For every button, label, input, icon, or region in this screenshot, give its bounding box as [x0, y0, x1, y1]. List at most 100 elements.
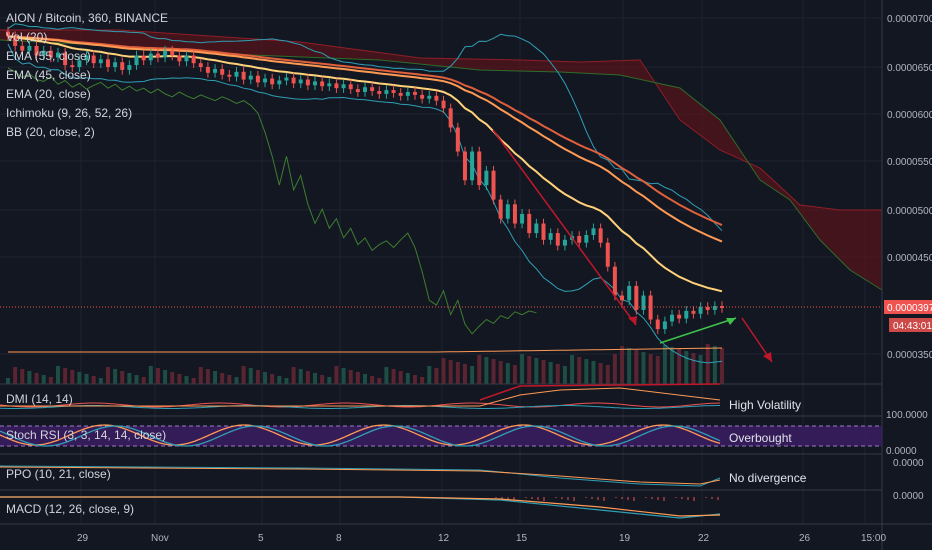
volume-bar	[462, 364, 467, 384]
legend-ichimoku[interactable]: Ichimoku (9, 26, 52, 26)	[6, 106, 132, 120]
time-tick: 15	[516, 533, 528, 544]
time-tick: Nov	[151, 533, 169, 544]
candle-body	[105, 59, 110, 68]
volume-bar	[620, 346, 625, 384]
candle-body	[113, 62, 118, 68]
volume-bar	[548, 362, 553, 384]
volume-bar	[184, 376, 189, 384]
volume-bar	[562, 366, 567, 384]
volume-bar	[270, 374, 275, 384]
volume-bar	[534, 358, 539, 384]
candle-body	[20, 45, 25, 51]
legend-ema55[interactable]: EMA (55, close)	[6, 49, 91, 63]
candle-body	[284, 77, 289, 81]
volume-bar	[234, 377, 239, 384]
volume-bar	[334, 366, 339, 384]
macd-label[interactable]: MACD (12, 26, close, 9)	[6, 502, 134, 516]
legend[interactable]: AION / Bitcoin, 360, BINANCE Vol (20) EM…	[6, 11, 168, 139]
volume-bar	[627, 348, 632, 384]
candle-body	[148, 53, 153, 61]
legend-ema20[interactable]: EMA (20, close)	[6, 87, 91, 101]
legend-ema45[interactable]: EMA (45, close)	[6, 68, 91, 82]
volume-bar	[170, 372, 175, 384]
candle-body	[420, 94, 425, 99]
volume-bar	[605, 365, 610, 384]
stoch-axis-top: 100.0000	[886, 410, 928, 421]
volume-bar	[298, 369, 303, 384]
candle-body	[241, 71, 246, 80]
volume-bar	[220, 373, 225, 384]
volume-bar	[505, 363, 510, 384]
volume-bar	[77, 372, 82, 384]
candle-body	[213, 68, 218, 73]
candle-body	[198, 63, 203, 68]
volume-bar	[148, 366, 153, 384]
candle-body	[641, 295, 646, 310]
volume-bar	[248, 368, 253, 384]
candle-body	[720, 306, 724, 308]
candle-body	[505, 204, 510, 219]
candle-body	[398, 92, 403, 96]
candle-body	[120, 62, 125, 70]
volume-bar	[327, 377, 332, 384]
ppo-label[interactable]: PPO (10, 21, close)	[6, 467, 111, 481]
candle-body	[291, 77, 296, 84]
lagging-span	[7, 67, 537, 335]
volume-bar	[177, 374, 182, 384]
candle-body	[355, 89, 360, 92]
volume-bar	[648, 354, 653, 384]
time-axis[interactable]: 29 Nov 5 8 12 15 19 22 26 15:00	[77, 533, 886, 544]
candle-body	[477, 151, 482, 186]
volume-bar	[48, 377, 53, 384]
candle-body	[27, 45, 32, 51]
ppo-axis-top: 0.0000	[893, 458, 924, 469]
stoch-label[interactable]: Stoch RSI (3, 3, 14, 14, close)	[6, 428, 166, 442]
price-tick: 0.0000500	[887, 206, 932, 217]
candle-body	[255, 75, 260, 83]
ema20-line	[7, 35, 723, 293]
candle-body	[177, 55, 182, 62]
candle-body	[691, 310, 696, 314]
volume-bar	[34, 373, 39, 384]
candle-body	[470, 151, 475, 181]
candle-body	[98, 59, 103, 64]
volume-bar	[527, 356, 532, 384]
candle-body	[455, 127, 460, 152]
countdown-badge	[889, 318, 932, 332]
candle-body	[648, 295, 653, 320]
candle-body	[63, 52, 68, 66]
ichimoku-cloud	[0, 29, 883, 291]
candle-body	[348, 84, 353, 90]
volume-bar	[213, 371, 218, 384]
candle-body	[263, 78, 268, 83]
volume-bar	[448, 360, 453, 384]
volume-bar	[155, 368, 160, 384]
volume-bar	[13, 367, 18, 384]
candle-body	[270, 78, 275, 85]
down-trend-arrowhead	[628, 316, 637, 325]
legend-bb[interactable]: BB (20, close, 2)	[6, 125, 95, 139]
volume-bar	[670, 347, 675, 384]
cloud-span-b	[0, 39, 883, 291]
volume-bar	[127, 373, 132, 384]
dmi-label[interactable]: DMI (14, 14)	[6, 392, 73, 406]
candle-body	[170, 50, 175, 56]
symbol-title: AION / Bitcoin, 360, BINANCE	[6, 11, 168, 25]
candle-body	[541, 223, 546, 240]
macd-axis-top: 0.0000	[893, 491, 924, 502]
price-axis[interactable]: 0.0000700 0.0000650 0.0000600 0.0000550 …	[884, 14, 932, 502]
volume-bar	[370, 376, 375, 384]
dmi-minus-line	[0, 402, 721, 408]
candle-body	[155, 53, 160, 58]
legend-vol[interactable]: Vol (20)	[6, 30, 47, 44]
candle-body	[341, 84, 346, 89]
volume-bar	[427, 366, 432, 384]
volume-bar	[684, 351, 689, 384]
down-trend-arrow	[492, 129, 637, 326]
candle-body	[491, 170, 496, 200]
candle-body	[370, 87, 375, 92]
countdown-label: 04:43:01	[893, 321, 932, 332]
volume-bar	[198, 367, 203, 384]
candle-body	[577, 236, 582, 243]
